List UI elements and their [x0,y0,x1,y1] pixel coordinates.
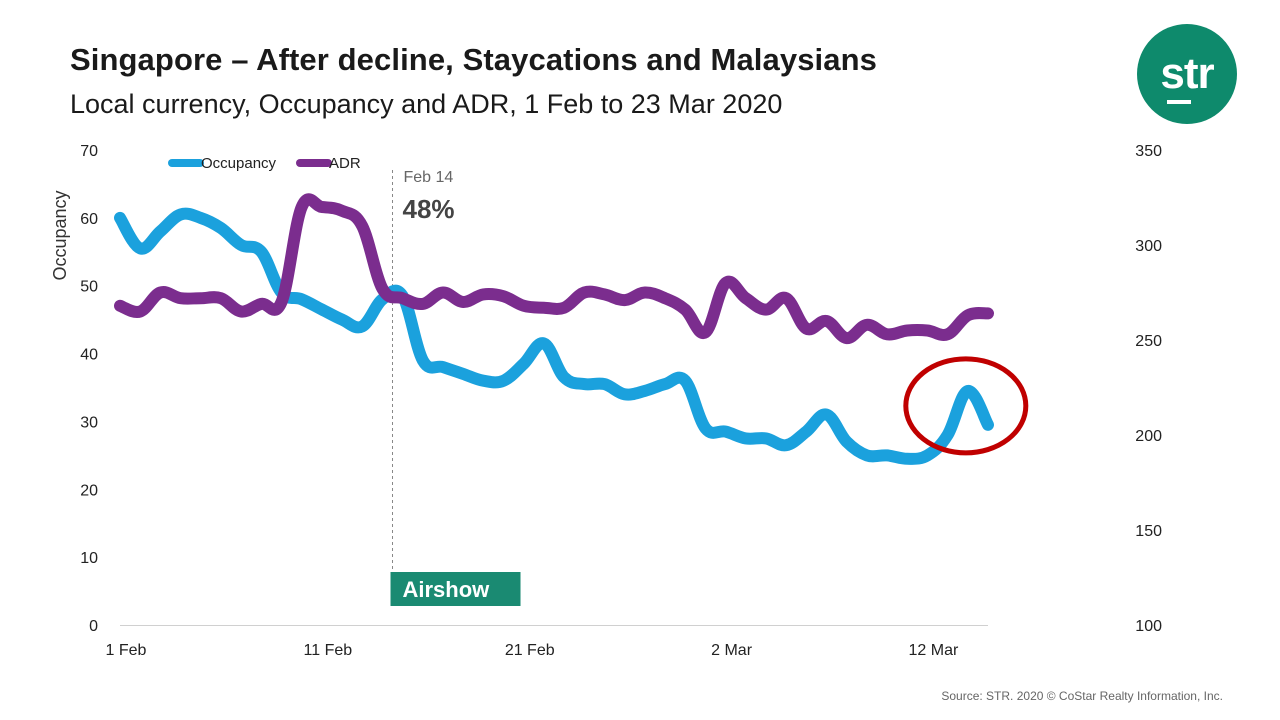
x-tick-label: 2 Mar [711,642,753,659]
y-tick-label-right: 300 [1135,238,1162,255]
y-tick-label-left: 70 [80,143,98,160]
y-tick-label-left: 10 [80,550,98,567]
x-tick-label: 11 Feb [304,642,353,659]
str-logo: str [1137,24,1237,124]
y-tick-label-left: 50 [80,279,98,296]
str-logo-text: str [1160,49,1214,98]
y-tick-label-right: 350 [1135,143,1162,160]
series-line-adr [114,193,994,345]
y-tick-label-right: 200 [1135,428,1162,445]
y-tick-label-right: 250 [1135,333,1162,350]
chart-title: Singapore – After decline, Staycations a… [70,42,877,77]
series-line-occupancy [114,207,994,465]
airshow-box [390,572,521,606]
y-tick-label-right: 150 [1135,523,1162,540]
x-tick-label: 1 Feb [106,642,147,659]
y-tick-label-left: 30 [80,414,98,431]
chart-subtitle: Local currency, Occupancy and ADR, 1 Feb… [70,89,783,119]
annotation-date-label: Feb 14 [404,169,454,186]
y-axis-title: Occupancy [50,190,70,280]
x-tick-label: 12 Mar [909,642,959,659]
y-tick-label-right: 100 [1135,618,1162,635]
source-note: Source: STR. 2020 © CoStar Realty Inform… [941,689,1223,703]
legend-label-occupancy: Occupancy [201,155,277,172]
y-tick-label-left: 20 [80,482,98,499]
y-tick-label-left: 0 [89,618,98,635]
str-logo-underline [1167,100,1191,104]
annotation-value-label: 48% [403,194,455,224]
airshow-label: Airshow [403,577,491,602]
highlight-circle [903,356,1029,456]
y-tick-label-left: 40 [80,347,98,364]
y-tick-label-left: 60 [80,211,98,228]
legend-label-adr: ADR [329,155,361,172]
x-tick-label: 21 Feb [505,642,555,659]
